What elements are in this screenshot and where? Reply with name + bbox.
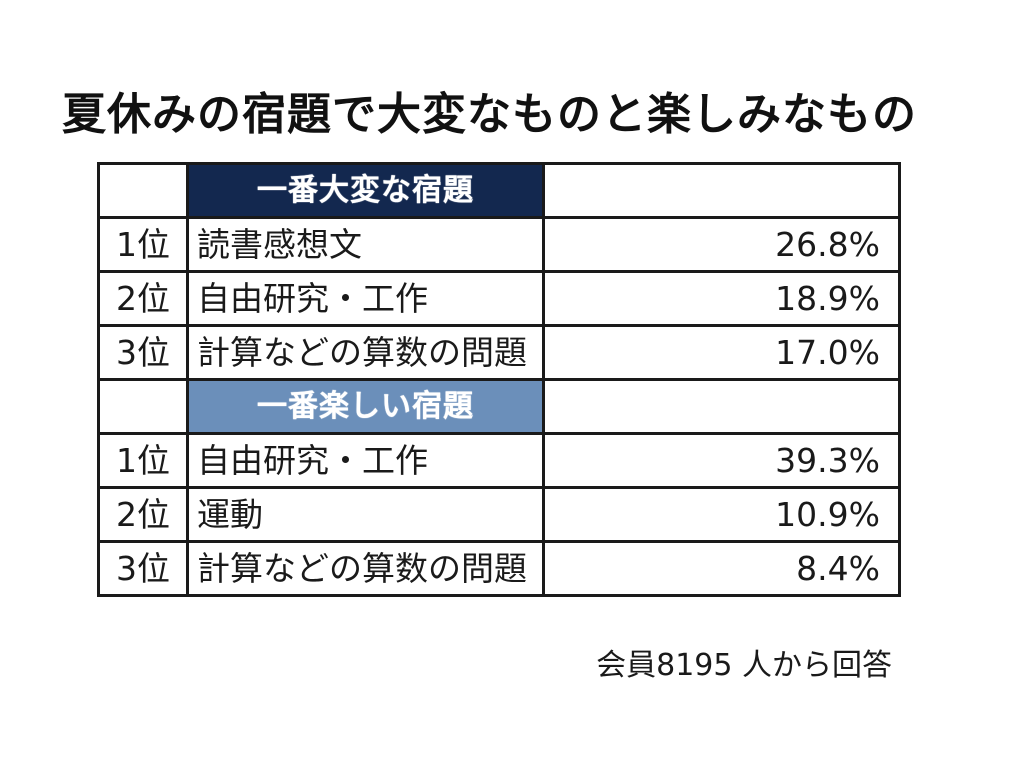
footnote: 会員8195 人から回答 xyxy=(596,648,892,683)
item-cell: 自由研究・工作 xyxy=(186,432,545,489)
section-header-blank-cell xyxy=(97,378,189,435)
table-row: 1位 読書感想文 26.8% xyxy=(97,216,901,273)
percent-cell: 10.9% xyxy=(542,486,901,543)
section-header-blank-cell xyxy=(97,162,189,219)
item-cell: 自由研究・工作 xyxy=(186,270,545,327)
rank-cell: 2位 xyxy=(97,270,189,327)
percent-cell: 26.8% xyxy=(542,216,901,273)
section-header-blank-cell xyxy=(542,162,901,219)
percent-cell: 39.3% xyxy=(542,432,901,489)
table-row: 1位 自由研究・工作 39.3% xyxy=(97,432,901,489)
item-cell: 読書感想文 xyxy=(186,216,545,273)
section-header-most-fun: 一番楽しい宿題 xyxy=(97,378,901,435)
section-header-hardest: 一番大変な宿題 xyxy=(97,162,901,219)
rank-cell: 1位 xyxy=(97,216,189,273)
section-title-hardest: 一番大変な宿題 xyxy=(186,162,545,219)
percent-cell: 17.0% xyxy=(542,324,901,381)
chart-title: 夏休みの宿題で大変なものと楽しみなもの xyxy=(62,89,917,140)
rank-cell: 2位 xyxy=(97,486,189,543)
table-row: 2位 運動 10.9% xyxy=(97,486,901,543)
section-title-most-fun: 一番楽しい宿題 xyxy=(186,378,545,435)
item-cell: 計算などの算数の問題 xyxy=(186,540,545,597)
section-header-blank-cell xyxy=(542,378,901,435)
results-table: 一番大変な宿題 1位 読書感想文 26.8% 2位 自由研究・工作 18.9% … xyxy=(97,162,901,597)
rank-cell: 3位 xyxy=(97,324,189,381)
percent-cell: 8.4% xyxy=(542,540,901,597)
item-cell: 計算などの算数の問題 xyxy=(186,324,545,381)
table-row: 3位 計算などの算数の問題 8.4% xyxy=(97,540,901,597)
table-row: 3位 計算などの算数の問題 17.0% xyxy=(97,324,901,381)
rank-cell: 3位 xyxy=(97,540,189,597)
percent-cell: 18.9% xyxy=(542,270,901,327)
item-cell: 運動 xyxy=(186,486,545,543)
table-row: 2位 自由研究・工作 18.9% xyxy=(97,270,901,327)
rank-cell: 1位 xyxy=(97,432,189,489)
